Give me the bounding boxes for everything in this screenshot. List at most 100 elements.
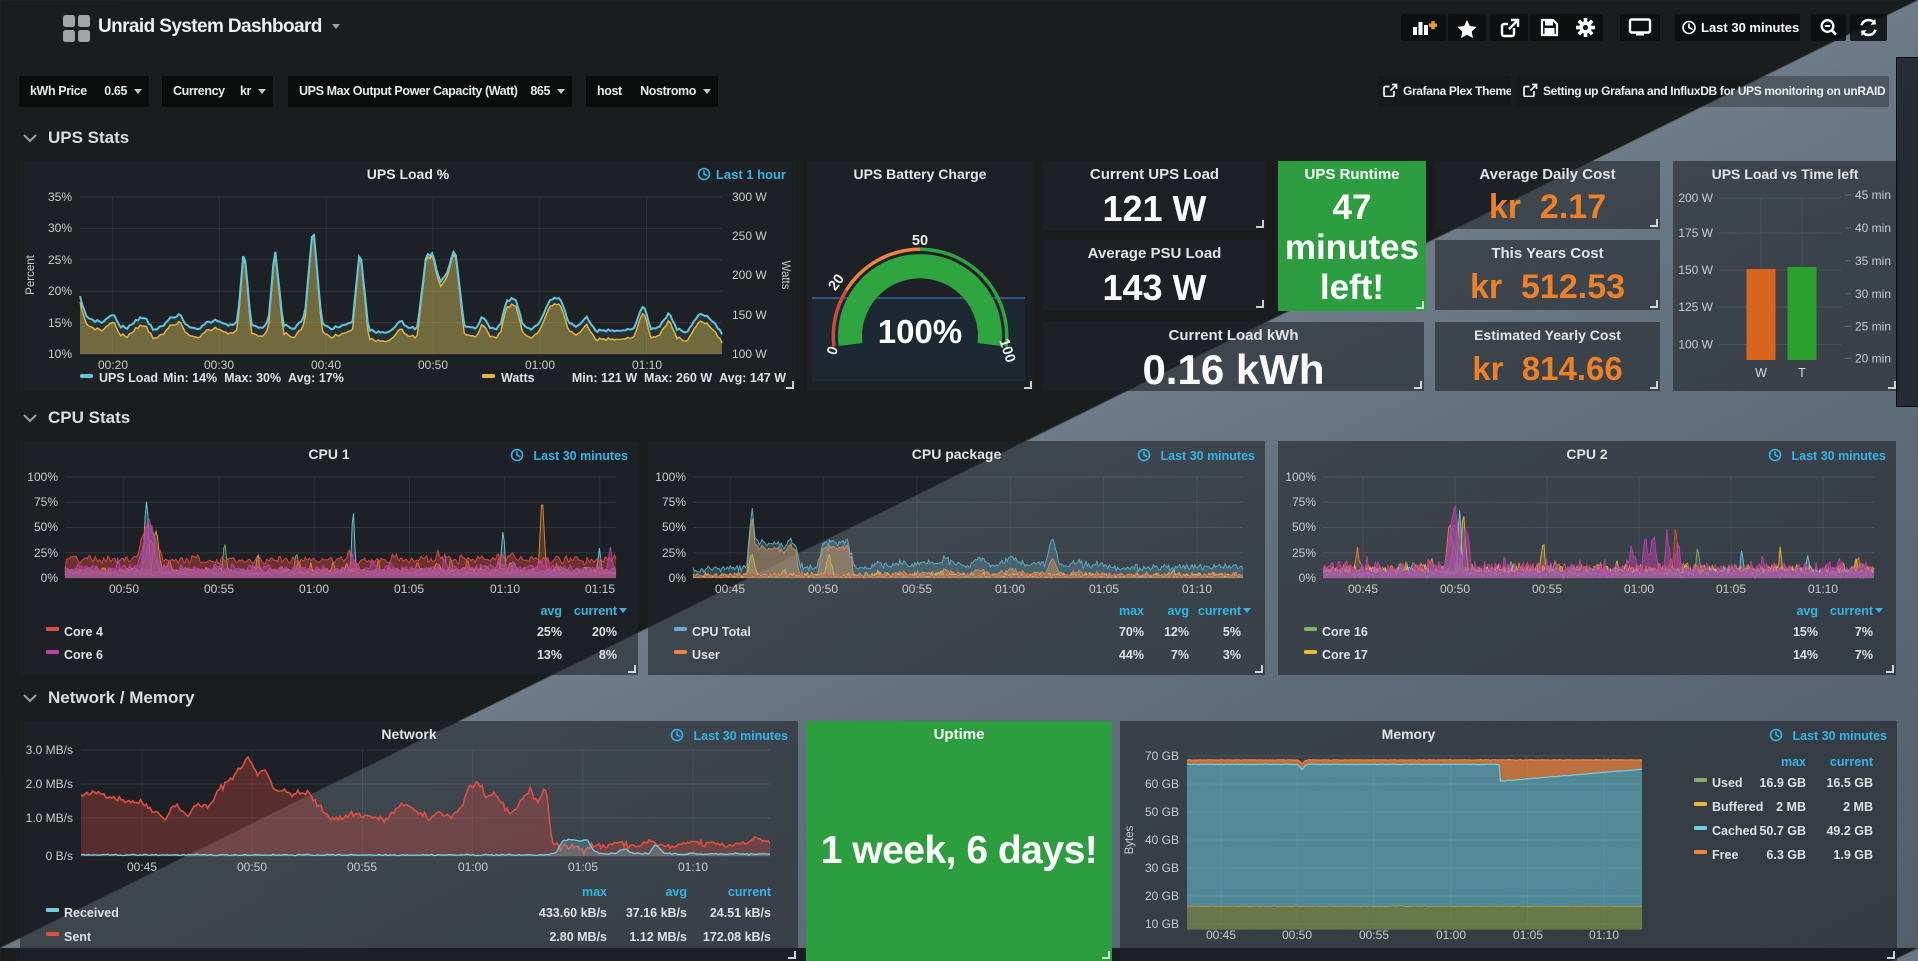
svg-text:75%: 75%: [662, 495, 686, 509]
svg-text:20: 20: [826, 271, 848, 293]
svg-text:45 min: 45 min: [1855, 188, 1891, 202]
svg-text:current: current: [574, 604, 618, 618]
svg-text:00:45: 00:45: [1348, 582, 1378, 596]
svg-text:Watts: Watts: [501, 371, 535, 385]
svg-text:Last 30 minutes: Last 30 minutes: [534, 449, 629, 463]
svg-text:125 W: 125 W: [1678, 300, 1713, 314]
svg-text:avg: avg: [540, 604, 562, 618]
svg-text:40 GB: 40 GB: [1145, 833, 1179, 847]
svg-text:5%: 5%: [1223, 625, 1241, 639]
svg-text:6.3 GB: 6.3 GB: [1766, 848, 1806, 862]
svg-text:150 W: 150 W: [1678, 263, 1713, 277]
svg-text:Last 30 minutes: Last 30 minutes: [1792, 449, 1887, 463]
svg-text:CPU 2: CPU 2: [1566, 446, 1607, 462]
svg-text:100 W: 100 W: [1678, 338, 1713, 352]
svg-text:50 GB: 50 GB: [1145, 805, 1179, 819]
svg-text:2.80 MB/s: 2.80 MB/s: [549, 930, 607, 944]
svg-text:75%: 75%: [1292, 495, 1316, 509]
svg-text:Core 4: Core 4: [64, 625, 103, 639]
svg-text:Min: 14% Max: 30% Avg: 17%: Min: 14% Max: 30% Avg: 17%: [163, 371, 344, 385]
svg-text:100 W: 100 W: [732, 347, 767, 361]
svg-text:UPS Load: UPS Load: [99, 371, 158, 385]
svg-text:0%: 0%: [669, 571, 687, 585]
svg-text:250 W: 250 W: [732, 229, 767, 243]
svg-text:200 W: 200 W: [1678, 191, 1713, 205]
svg-text:avg: avg: [1796, 604, 1818, 618]
svg-text:10%: 10%: [48, 347, 72, 361]
svg-text:20%: 20%: [592, 625, 617, 639]
svg-text:Last 30 minutes: Last 30 minutes: [1701, 20, 1799, 35]
svg-text:01:10: 01:10: [1589, 928, 1619, 942]
svg-text:01:10: 01:10: [632, 358, 662, 372]
svg-text:70 GB: 70 GB: [1145, 749, 1179, 763]
svg-text:Last 30 minutes: Last 30 minutes: [1161, 449, 1256, 463]
svg-text:Cached: Cached: [1712, 824, 1757, 838]
svg-text:01:05: 01:05: [394, 582, 424, 596]
svg-text:1.9 GB: 1.9 GB: [1833, 848, 1873, 862]
svg-text:01:10: 01:10: [1182, 582, 1212, 596]
svg-text:Last 1 hour: Last 1 hour: [716, 167, 786, 182]
svg-text:Percent: Percent: [25, 254, 37, 294]
svg-text:30 min: 30 min: [1855, 287, 1891, 301]
svg-text:40 min: 40 min: [1855, 221, 1891, 235]
svg-text:20%: 20%: [48, 284, 72, 298]
svg-text:max: max: [1119, 604, 1144, 618]
svg-text:00:40: 00:40: [311, 358, 341, 372]
svg-text:44%: 44%: [1119, 648, 1144, 662]
svg-text:37.16 kB/s: 37.16 kB/s: [626, 906, 687, 920]
svg-text:current: current: [1198, 604, 1242, 618]
svg-text:Used: Used: [1712, 776, 1743, 790]
svg-text:16.9 GB: 16.9 GB: [1759, 776, 1806, 790]
svg-text:0 B/s: 0 B/s: [46, 849, 73, 863]
svg-text:01:00: 01:00: [299, 582, 329, 596]
svg-text:00:55: 00:55: [1359, 928, 1389, 942]
svg-text:175 W: 175 W: [1678, 226, 1713, 240]
svg-text:3%: 3%: [1223, 648, 1241, 662]
svg-text:00:45: 00:45: [127, 860, 157, 874]
svg-text:30 GB: 30 GB: [1145, 861, 1179, 875]
svg-text:433.60 kB/s: 433.60 kB/s: [539, 906, 607, 920]
svg-text:0%: 0%: [1299, 571, 1317, 585]
svg-text:00:55: 00:55: [902, 582, 932, 596]
svg-text:2 MB: 2 MB: [1776, 800, 1806, 814]
svg-text:Received: Received: [64, 906, 119, 920]
svg-text:15%: 15%: [1793, 625, 1818, 639]
svg-text:Watts: Watts: [779, 261, 791, 290]
svg-text:2.0 MB/s: 2.0 MB/s: [26, 777, 73, 791]
svg-text:current: current: [1830, 755, 1874, 769]
svg-text:01:10: 01:10: [1808, 582, 1838, 596]
svg-text:01:10: 01:10: [678, 860, 708, 874]
svg-text:25%: 25%: [662, 546, 686, 560]
svg-text:10 GB: 10 GB: [1145, 917, 1179, 931]
svg-text:01:10: 01:10: [490, 582, 520, 596]
svg-text:avg: avg: [1167, 604, 1189, 618]
svg-text:50%: 50%: [34, 520, 58, 534]
svg-text:CPU 1: CPU 1: [308, 446, 349, 462]
svg-text:300 W: 300 W: [732, 190, 767, 204]
svg-text:14%: 14%: [1793, 648, 1818, 662]
svg-text:Core 17: Core 17: [1322, 648, 1368, 662]
svg-text:13%: 13%: [537, 648, 562, 662]
svg-text:Last 30 minutes: Last 30 minutes: [1793, 729, 1888, 743]
svg-text:24.51 kB/s: 24.51 kB/s: [710, 906, 771, 920]
svg-text:30%: 30%: [48, 221, 72, 235]
svg-text:172.08 kB/s: 172.08 kB/s: [703, 930, 771, 944]
svg-text:150 W: 150 W: [732, 308, 767, 322]
svg-text:25 min: 25 min: [1855, 319, 1891, 333]
svg-text:Network: Network: [381, 726, 436, 742]
svg-text:Core 6: Core 6: [64, 648, 103, 662]
svg-text:CPU package: CPU package: [912, 446, 1002, 462]
svg-text:00:30: 00:30: [204, 358, 234, 372]
svg-text:01:05: 01:05: [568, 860, 598, 874]
svg-text:20 min: 20 min: [1855, 351, 1891, 365]
svg-text:8%: 8%: [599, 648, 617, 662]
svg-text:01:00: 01:00: [995, 582, 1025, 596]
svg-text:UPS Load vs Time left: UPS Load vs Time left: [1712, 166, 1859, 182]
svg-text:60 GB: 60 GB: [1145, 777, 1179, 791]
svg-text:2 MB: 2 MB: [1843, 800, 1873, 814]
svg-text:100%: 100%: [27, 470, 58, 484]
svg-text:00:50: 00:50: [1440, 582, 1470, 596]
svg-text:200 W: 200 W: [732, 268, 767, 282]
svg-text:01:00: 01:00: [525, 358, 555, 372]
svg-text:Last 30 minutes: Last 30 minutes: [694, 729, 789, 743]
